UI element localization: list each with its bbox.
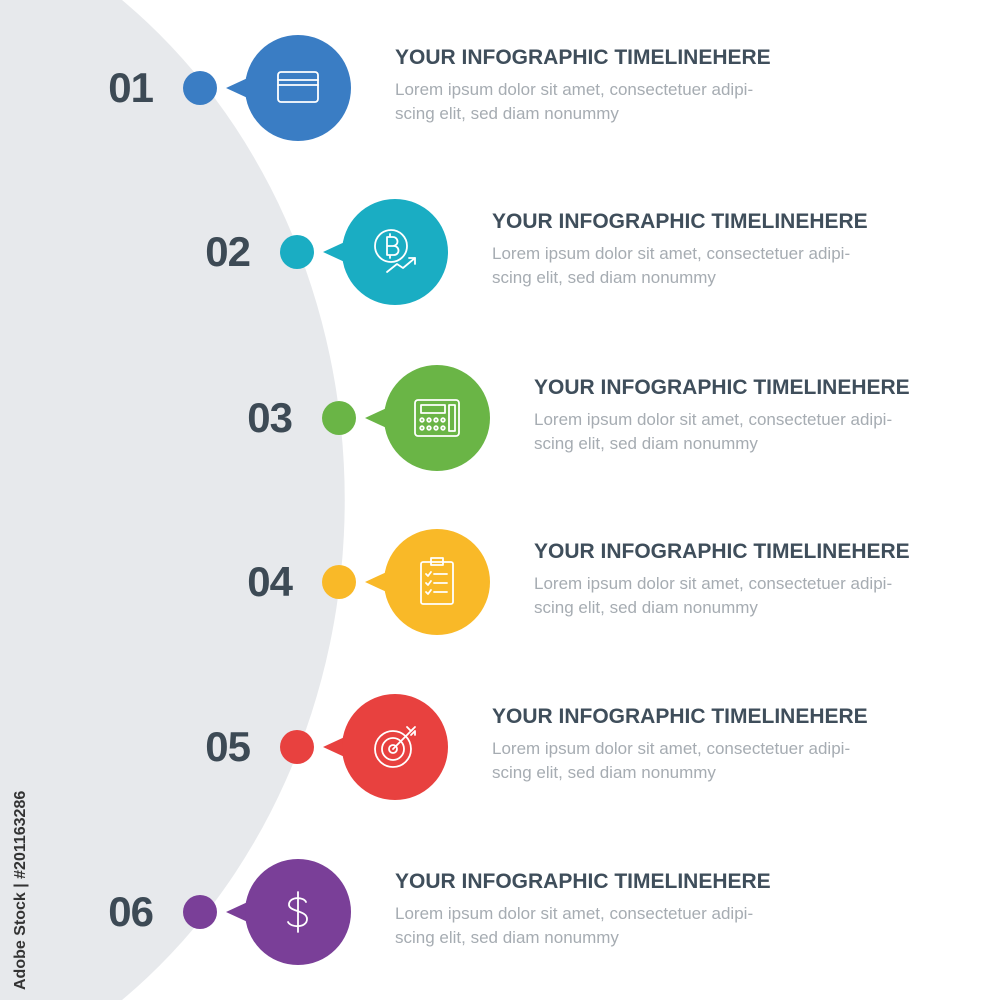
credit-card-icon [277, 71, 319, 103]
watermark: Adobe Stock | #201163286 [12, 790, 29, 990]
description-line: scing elit, sed diam nonummy [534, 598, 758, 617]
card-terminal-icon [414, 399, 460, 437]
item-description: Lorem ipsum dolor sit amet, consectetuer… [492, 737, 892, 785]
step-number: 05 [205, 723, 251, 770]
description-line: Lorem ipsum dolor sit amet, consectetuer… [534, 410, 893, 429]
item-description: Lorem ipsum dolor sit amet, consectetuer… [534, 572, 934, 620]
timeline-dot [183, 71, 217, 105]
description-line: scing elit, sed diam nonummy [395, 104, 619, 123]
timeline-dot [280, 730, 314, 764]
item-title: YOUR INFOGRAPHIC TIMELINEHERE [534, 376, 910, 399]
icon-circle [245, 35, 351, 141]
item-title: YOUR INFOGRAPHIC TIMELINEHERE [492, 210, 868, 233]
item-title: YOUR INFOGRAPHIC TIMELINEHERE [395, 870, 771, 893]
description-line: scing elit, sed diam nonummy [534, 434, 758, 453]
bitcoin-growth-icon [374, 229, 416, 273]
timeline-dot [322, 565, 356, 599]
icon-circle [384, 365, 490, 471]
icon-circle [342, 199, 448, 305]
step-number: 03 [247, 394, 293, 441]
icon-circle [342, 694, 448, 800]
clipboard-checklist-icon [420, 557, 454, 605]
description-line: Lorem ipsum dolor sit amet, consectetuer… [395, 80, 754, 99]
description-line: Lorem ipsum dolor sit amet, consectetuer… [492, 244, 851, 263]
item-title: YOUR INFOGRAPHIC TIMELINEHERE [395, 46, 771, 69]
description-line: scing elit, sed diam nonummy [492, 268, 716, 287]
icon-circle [245, 859, 351, 965]
item-description: Lorem ipsum dolor sit amet, consectetuer… [534, 408, 934, 456]
icon-circle [384, 529, 490, 635]
item-description: Lorem ipsum dolor sit amet, consectetuer… [492, 242, 892, 290]
item-description: Lorem ipsum dolor sit amet, consectetuer… [395, 902, 795, 950]
step-number: 06 [108, 888, 154, 935]
description-line: scing elit, sed diam nonummy [395, 928, 619, 947]
description-line: Lorem ipsum dolor sit amet, consectetuer… [492, 739, 851, 758]
timeline-dot [280, 235, 314, 269]
description-line: scing elit, sed diam nonummy [492, 763, 716, 782]
item-title: YOUR INFOGRAPHIC TIMELINEHERE [492, 705, 868, 728]
dollar-icon [287, 891, 308, 933]
timeline-dot [183, 895, 217, 929]
item-description: Lorem ipsum dolor sit amet, consectetuer… [395, 78, 795, 126]
item-title: YOUR INFOGRAPHIC TIMELINEHERE [534, 540, 910, 563]
target-arrow-icon [374, 726, 416, 768]
step-number: 04 [247, 558, 293, 605]
description-line: Lorem ipsum dolor sit amet, consectetuer… [395, 904, 754, 923]
step-number: 02 [205, 228, 251, 275]
step-number: 01 [108, 64, 154, 111]
timeline-dot [322, 401, 356, 435]
description-line: Lorem ipsum dolor sit amet, consectetuer… [534, 574, 893, 593]
